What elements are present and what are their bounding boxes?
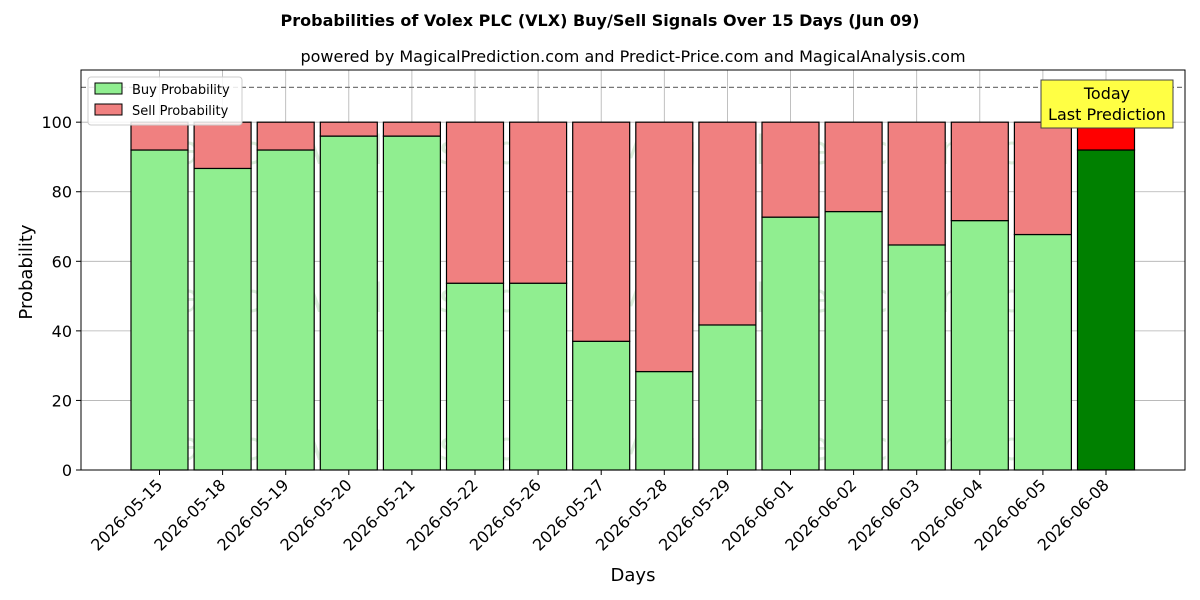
legend-swatch-buy	[94, 82, 123, 95]
sell-bar	[761, 121, 820, 218]
legend: Buy Probability Sell Probability	[87, 76, 243, 126]
buy-bar	[887, 244, 946, 471]
annotation-line-2: Last Prediction	[1048, 105, 1166, 124]
y-axis: 0 20 40 60 80 100	[41, 113, 81, 480]
sell-bar	[635, 121, 694, 373]
y-tick-label: 20	[52, 391, 72, 410]
buy-bar	[130, 149, 189, 471]
annotation-line-1: Today	[1083, 84, 1130, 103]
buy-bar	[1013, 233, 1073, 471]
sell-bar	[445, 121, 505, 284]
sell-bar	[382, 121, 441, 137]
y-tick-label: 80	[52, 183, 72, 202]
sell-bar	[193, 121, 252, 170]
chart-subtitle: powered by MagicalPrediction.com and Pre…	[300, 47, 965, 66]
buy-bar	[319, 135, 378, 471]
sell-bar	[950, 121, 1009, 222]
buy-bar	[509, 282, 568, 471]
buy-bar	[256, 149, 315, 471]
buy-bar	[698, 324, 757, 471]
y-tick-label: 40	[52, 322, 72, 341]
legend-label-sell: Sell Probability	[132, 104, 229, 119]
bars	[130, 121, 1136, 471]
y-axis-label: Probability	[16, 224, 37, 319]
legend-swatch-sell	[94, 103, 123, 116]
sell-bar	[572, 121, 631, 342]
buy-bar	[950, 220, 1009, 471]
sell-bar	[824, 121, 883, 213]
sell-bar	[1013, 121, 1073, 236]
sell-bar	[130, 121, 189, 151]
chart-title: Probabilities of Volex PLC (VLX) Buy/Sel…	[281, 11, 920, 30]
legend-label-buy: Buy Probability	[132, 83, 230, 98]
y-tick-label: 0	[62, 461, 72, 480]
sell-bar	[509, 121, 568, 284]
today-annotation: Today Last Prediction	[1040, 79, 1174, 129]
sell-bar	[319, 121, 378, 137]
buy-bar	[1076, 149, 1136, 471]
y-tick-label: 100	[41, 113, 72, 132]
x-axis: 2026-05-152026-05-182026-05-192026-05-20…	[87, 470, 1113, 555]
legend-frame	[87, 76, 243, 126]
buy-bar	[761, 216, 820, 471]
annotation-box	[1040, 79, 1174, 129]
buy-bar	[572, 340, 631, 471]
buy-bar	[635, 370, 694, 471]
plot-frame	[80, 69, 1186, 471]
buy-bar	[382, 135, 441, 471]
buy-bar	[445, 282, 505, 471]
sell-bar	[256, 121, 315, 151]
sell-bar	[698, 121, 757, 326]
sell-bar	[887, 121, 946, 246]
buy-bar	[193, 167, 252, 471]
buy-bar	[824, 210, 883, 471]
y-tick-label: 60	[52, 252, 72, 271]
x-axis-label: Days	[611, 565, 656, 586]
